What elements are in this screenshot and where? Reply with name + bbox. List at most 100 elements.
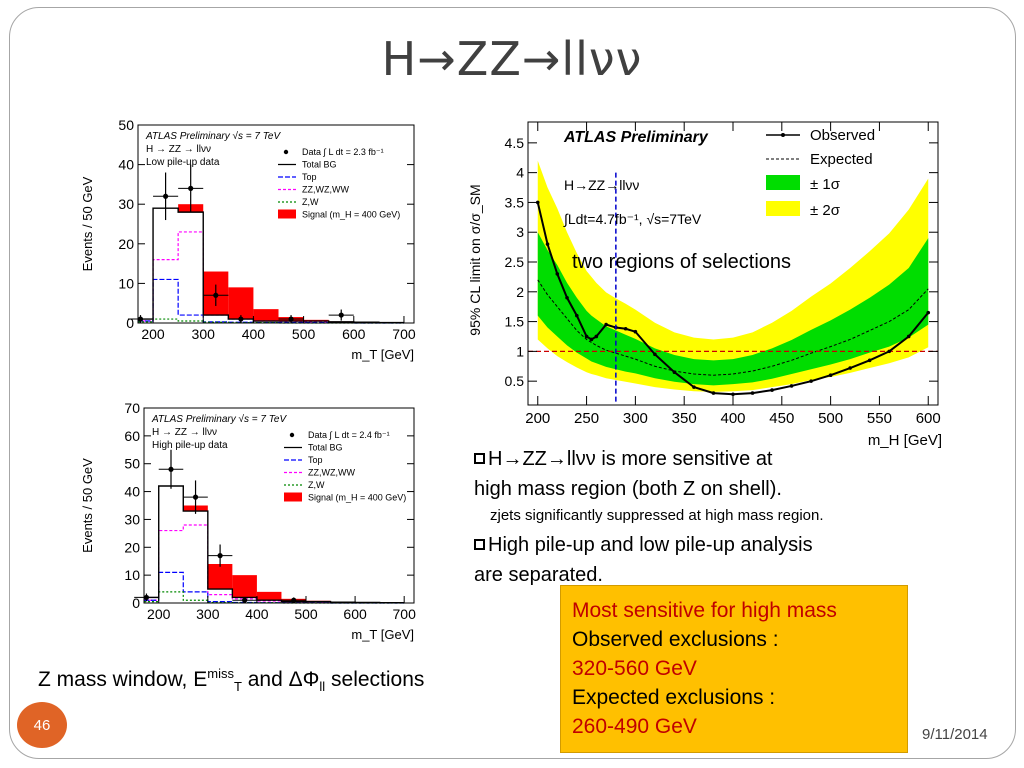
signal-bar [228, 287, 254, 320]
low-pileup-histogram: 0 10 20 30 40 50 200 300 400 500 600 700 Events / 50… [80, 117, 416, 362]
signal-bar [256, 591, 282, 601]
box-line-5: 260-490 GeV [572, 715, 697, 738]
exclusion-box: Most sensitive for high mass Observed ex… [560, 585, 908, 753]
observed-point [535, 200, 540, 205]
y-tick-label: 0 [132, 595, 140, 611]
legend-marker [284, 492, 302, 502]
observed-point [555, 272, 560, 276]
observed-point [633, 329, 638, 334]
data-point [192, 494, 199, 500]
high-pileup-histogram: 0 10 20 30 40 50 60 70 200 300 400 500 600 700 Events … [80, 400, 417, 642]
zmass-prefix: Z mass window, E [38, 668, 208, 691]
bullet-2-line-1: High pile-up and low pile-up analysis [488, 534, 813, 556]
y-tick-label: 40 [118, 157, 134, 173]
zmass-sub2: ll [319, 679, 326, 695]
bullet-2: High pile-up and low pile-up analysis ar… [474, 530, 813, 590]
legend-label: ± 2σ [810, 202, 841, 219]
signal-bar [253, 309, 279, 322]
y-tick-label: 0.5 [505, 373, 525, 389]
bullet-square-icon [474, 539, 485, 550]
x-tick-label: 400 [720, 410, 745, 427]
legend-label: Signal (m_H = 400 GeV) [302, 210, 400, 220]
y-tick-label: 70 [124, 400, 140, 416]
y-tick-label: 2 [516, 284, 524, 300]
observed-point [906, 334, 911, 339]
x-tick-label: 500 [294, 606, 318, 622]
legend-label: Z,W [302, 197, 319, 207]
observed-point [789, 384, 794, 388]
observed-point [828, 373, 833, 378]
legend-label: Signal (m_H = 400 GeV) [308, 493, 406, 503]
observed-point [867, 358, 872, 363]
x-tick-label: 550 [867, 410, 892, 427]
observed-point [623, 326, 628, 331]
x-tick-label: 200 [147, 606, 171, 622]
legend-title-line: ATLAS Preliminary √s = 7 TeV [151, 413, 287, 425]
legend-label: Expected [810, 151, 873, 168]
observed-point [672, 370, 677, 375]
zmass-note: Z mass window, EmissT and ΔΦll selection… [38, 666, 424, 694]
data-point [213, 292, 219, 298]
x-tick-label: 350 [672, 410, 697, 427]
x-axis-label: m_T [GeV] [351, 627, 414, 642]
y-tick-label: 10 [118, 275, 134, 291]
x-tick-label: 700 [393, 606, 417, 622]
observed-point [584, 334, 589, 339]
y-tick-label: 4 [516, 165, 524, 181]
legend-label: Top [308, 455, 323, 465]
legend-label: Top [302, 172, 317, 182]
box-line-3: 320-560 GeV [572, 657, 697, 680]
legend-label: Observed [810, 127, 875, 144]
y-tick-label: 50 [124, 456, 140, 472]
legend-title-line: H→ZZ→llνν [564, 177, 639, 193]
data-point [168, 466, 174, 472]
x-tick-label: 450 [769, 410, 794, 427]
x-tick-label: 400 [242, 326, 266, 342]
legend-marker [781, 133, 785, 137]
legend-title-line: ATLAS Preliminary √s = 7 TeV [145, 130, 281, 142]
observed-point [926, 310, 931, 315]
observed-point [848, 366, 852, 370]
signal-bar [207, 564, 233, 590]
y-axis-label: 95% CL limit on σ/σ_SM [467, 184, 483, 335]
cl-limit-plot: 0.5 1 1.5 2 2.5 3 3.5 4 4.5 200 250 300 350 400 450 500… [462, 110, 954, 455]
box-line-1: Most sensitive for high mass [572, 599, 837, 622]
observed-point [589, 337, 594, 342]
region-annotation: two regions of selections [572, 251, 791, 273]
y-tick-label: 3.5 [505, 194, 525, 210]
observed-point [750, 391, 755, 395]
data-point [238, 316, 244, 322]
slide-frame [9, 7, 1016, 759]
plot-frame [143, 407, 415, 604]
y-tick-label: 1 [516, 343, 524, 359]
bullet-square-icon [474, 453, 485, 464]
y-tick-label: 2.5 [505, 254, 525, 270]
zmass-sub: T [233, 679, 242, 695]
y-tick-label: 30 [124, 511, 140, 527]
data-point [163, 193, 169, 199]
legend-title-line: Low pile-up data [146, 157, 220, 168]
data-point [288, 316, 294, 322]
x-tick-label: 300 [623, 410, 648, 427]
data-point [217, 553, 223, 559]
zmass-sup: miss [207, 666, 234, 681]
legend-marker [766, 201, 800, 216]
y-tick-label: 1.5 [505, 314, 525, 330]
legend-title-line: High pile-up data [152, 440, 228, 451]
x-axis-label: m_T [GeV] [351, 347, 414, 362]
y-tick-label: 3 [516, 224, 524, 240]
legend-label: ± 1σ [810, 176, 841, 193]
legend-title-line: ∫Ldt=4.7fb⁻¹, √s=7TeV [563, 211, 702, 227]
bullet-1: H→ZZ→llνν is more sensitive at high mass… [474, 444, 782, 504]
observed-point [545, 242, 550, 246]
x-tick-label: 200 [141, 326, 165, 342]
legend-marker [289, 432, 295, 438]
low-pileup-plot: 0 10 20 30 40 50 200 300 400 500 600 700 Events / 50… [78, 115, 420, 365]
high-pileup-plot: 0 10 20 30 40 50 60 70 200 300 400 500 600 700 Events … [78, 400, 420, 650]
legend-title-line: H → ZZ → llνν [146, 144, 211, 155]
legend-title-line: H → ZZ → llνν [152, 427, 217, 438]
data-point [143, 594, 150, 601]
observed-point [809, 379, 813, 383]
y-tick-label: 20 [118, 236, 134, 252]
x-tick-label: 500 [818, 410, 843, 427]
